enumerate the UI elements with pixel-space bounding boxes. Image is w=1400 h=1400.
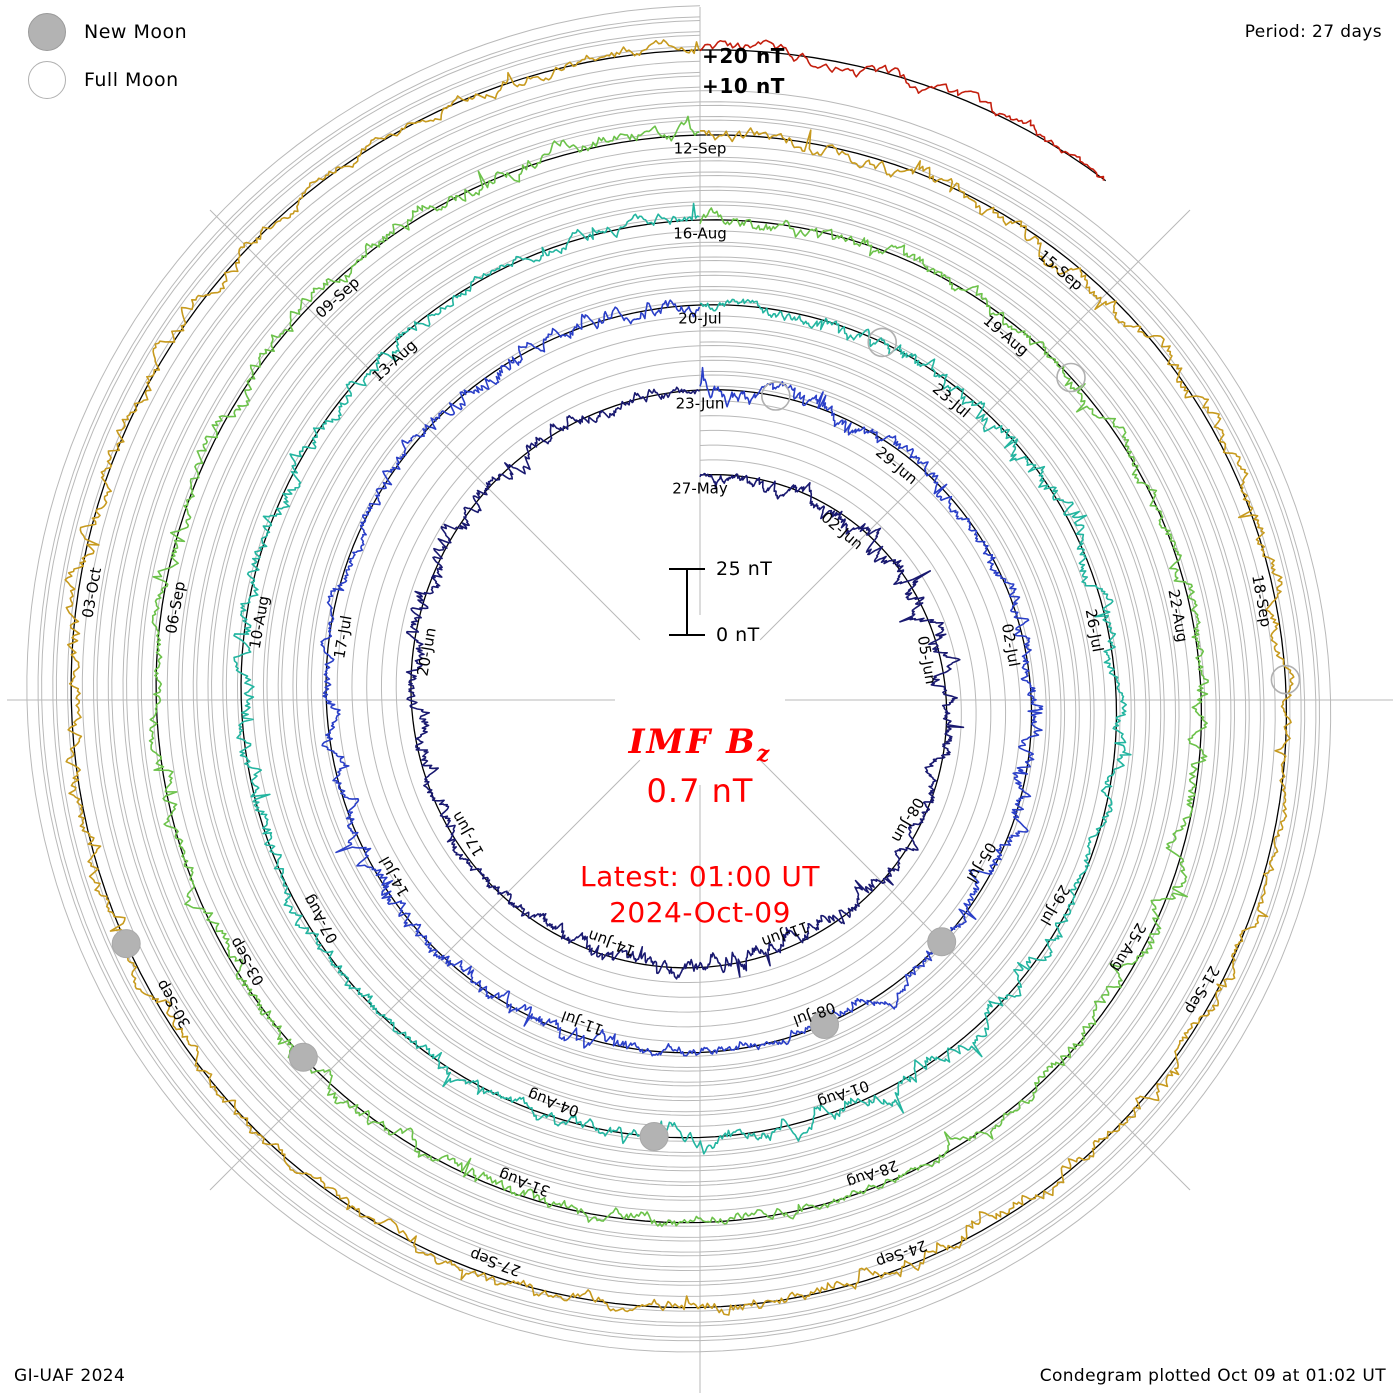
data-trace [64, 39, 1295, 1316]
legend-item-new-moon: New Moon [18, 8, 318, 56]
new-moon-marker [288, 1042, 318, 1072]
radial-spoke [209, 759, 641, 1191]
date-tick-label: 17-Jul [330, 614, 355, 660]
date-tick-label: 20-Jul [678, 310, 721, 328]
scale-label-top: 25 nT [716, 558, 773, 580]
data-trace [148, 115, 1209, 1228]
date-tick-label: 23-Jul [929, 380, 974, 422]
new-moon-icon [28, 13, 66, 51]
radial-spokes [7, 7, 1393, 1393]
radial-spoke [759, 759, 1191, 1191]
readout-value: 0.7 nT [646, 772, 754, 810]
data-trace [320, 299, 1044, 1057]
grid-ring [37, 16, 1320, 1342]
baseline-spiral [240, 219, 1118, 1139]
date-tick-label: 02-Jul [998, 622, 1023, 668]
date-tick-label: 12-Sep [674, 140, 727, 158]
readout-quantity: IMF Bz [0, 722, 1400, 767]
baseline-spiral [699, 49, 1107, 182]
date-tick-labels: 12-Sep16-Aug20-Jul23-Jun27-May15-Sep19-A… [79, 140, 1276, 1281]
data-traces [64, 39, 1295, 1316]
readout-quantity-text: IMF B [628, 722, 757, 762]
legend-item-full-moon: Full Moon [18, 56, 318, 104]
full-moon-marker [760, 381, 791, 411]
data-trace [405, 386, 965, 980]
date-tick-label: 20-Jun [414, 626, 440, 677]
new-moon-marker [639, 1122, 669, 1151]
axis-label-plus10: +10 nT [702, 74, 786, 98]
full-moon-marker [1270, 664, 1301, 695]
full-moon-icon [28, 61, 66, 99]
scale-label-bottom: 0 nT [716, 624, 760, 646]
data-trace [233, 202, 1132, 1155]
moon-markers [111, 327, 1301, 1151]
baseline-spiral [155, 134, 1203, 1224]
period-label: Period: 27 days [1244, 22, 1382, 42]
scale-bar [686, 568, 688, 636]
grid-ring [336, 315, 1021, 1043]
scale-bar-bottom-cap [669, 634, 705, 636]
date-tick-label: 01-Aug [815, 1076, 871, 1111]
readout-latest-date: 2024-Oct-09 [609, 896, 791, 929]
date-tick-label: 23-Jun [676, 395, 725, 413]
legend-label-new-moon: New Moon [84, 21, 188, 43]
moon-phase-legend: New Moon Full Moon [18, 8, 318, 104]
baseline-spiral [410, 389, 948, 969]
readout-subscript: z [756, 740, 772, 767]
plotted-timestamp: Condegram plotted Oct 09 at 01:02 UT [1039, 1366, 1386, 1386]
data-trace [699, 39, 1105, 181]
axis-label-plus20: +20 nT [702, 44, 786, 68]
readout-latest-time: Latest: 01:00 UT [579, 860, 821, 893]
new-moon-marker [111, 929, 141, 959]
date-tick-label: 14-Jun [586, 926, 638, 960]
date-tick-label: 27-May [672, 480, 728, 498]
radial-spoke [759, 209, 1191, 641]
full-moon-marker [1056, 362, 1086, 393]
date-tick-label: 16-Aug [673, 225, 726, 243]
spiral-gridlines [26, 5, 1332, 1353]
new-moon-marker [927, 927, 957, 957]
scale-bar-top-cap [669, 568, 705, 570]
full-moon-marker [867, 327, 898, 358]
credit-label: GI-UAF 2024 [14, 1366, 126, 1386]
new-moon-marker [810, 1010, 839, 1039]
date-tick-label: 11-Jul [559, 1007, 606, 1039]
legend-label-full-moon: Full Moon [84, 69, 179, 91]
